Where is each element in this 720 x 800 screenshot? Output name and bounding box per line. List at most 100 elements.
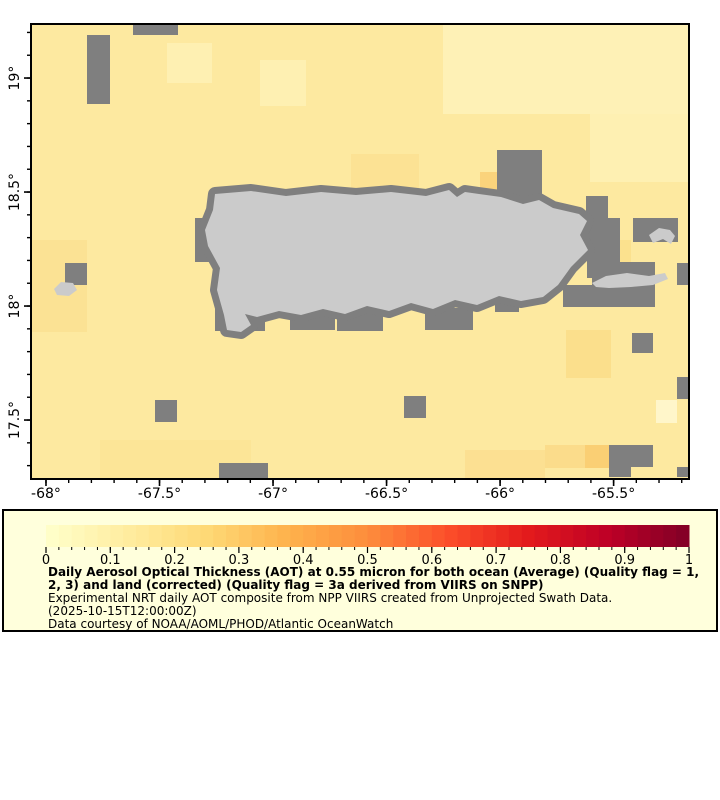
missing-data-cell [609,445,653,467]
colorbar-tick-label: 0 [42,553,50,565]
colorbar-tick-label: 0.1 [100,553,121,565]
colorbar-segment [431,525,446,547]
colorbar-segment [663,525,677,547]
colorbar-segment [251,525,266,547]
missing-data-cell [404,396,426,418]
x-tick-label: -67° [258,486,288,502]
colorbar-segment [611,525,626,547]
caption-line-bold-1: Daily Aerosol Optical Thickness (AOT) at… [48,565,700,579]
colorbar-segment [328,525,343,547]
colorbar-segment [200,525,214,547]
colorbar-tick-label: 0.9 [614,553,635,565]
missing-data-cell [155,400,177,422]
colorbar-segment [496,525,510,547]
colorbar-segment [418,525,433,547]
x-tick-label: -65.5° [592,486,635,502]
y-tick-label: 18° [7,294,23,319]
colorbar-segment [264,525,278,547]
missing-data-cell [133,25,178,35]
caption-line-courtesy: Data courtesy of NOAA/AOML/PHOD/Atlantic… [48,617,394,631]
colorbar-segment [586,525,600,547]
colorbar-segment [483,525,497,547]
colorbar-tick-label: 0.2 [164,553,185,565]
colorbar-segment [148,525,163,547]
aot-cell [590,114,689,182]
colorbar-segment [187,525,201,547]
colorbar-tick-label: 0.5 [357,553,378,565]
colorbar-segment [71,525,86,547]
colorbar-segment [624,525,639,547]
colorbar-segment [303,525,317,547]
colorbar-segment [238,525,253,547]
x-tick-label: -66° [485,486,515,502]
colorbar-segment [110,525,124,547]
colorbar-segment [470,525,484,547]
colorbar-tick-label: 0.4 [293,553,314,565]
colorbar-segment [560,525,574,547]
colorbar-tick-label: 1 [685,553,693,565]
colorbar-segment [123,525,137,547]
y-tick-label: 17.5° [7,401,23,439]
missing-data-cell [563,285,592,307]
colorbar-segment [637,525,651,547]
colorbar-segment [521,525,536,547]
aot-cell [585,445,609,468]
aot-map-plot: -68° -67.5° -67° -66.5° -66° -65.5° 19° 18.5° 18… [7,23,690,502]
map-area [31,24,689,479]
missing-data-cell [677,377,688,399]
missing-data-cell [609,467,631,477]
colorbar-segment [341,525,356,547]
island-culebra [649,228,675,244]
colorbar: 0 0.1 0.2 0.3 0.4 0.5 0.6 0.7 0.8 0.9 1 [42,525,693,565]
colorbar-segment [213,525,227,547]
colorbar-tick-label: 0.6 [421,553,442,565]
x-tick-label: -66.5° [365,486,408,502]
missing-data-cell [65,263,87,285]
aot-cell [465,450,545,479]
colorbar-segment [174,525,188,547]
colorbar-segment [508,525,523,547]
colorbar-segment [444,525,459,547]
colorbar-segment [277,525,291,547]
colorbar-segment [290,525,304,547]
colorbar-segment [598,525,613,547]
x-tick-label: -67.5° [138,486,181,502]
missing-data-cell [677,263,689,285]
colorbar-segment [46,525,60,547]
colorbar-segment [457,525,471,547]
colorbar-segment [226,525,240,547]
colorbar-tick-label: 0.3 [229,553,250,565]
y-tick-label: 19° [7,66,23,91]
colorbar-segment [97,525,111,547]
aot-cell [167,43,212,83]
missing-data-cell [632,333,653,353]
colorbar-segment [58,525,73,547]
y-tick-label: 18.5° [7,173,23,211]
colorbar-segment [367,525,381,547]
colorbar-segment [406,525,420,547]
colorbar-segment [136,525,150,547]
missing-data-cell [219,463,268,479]
legend-panel: 0 0.1 0.2 0.3 0.4 0.5 0.6 0.7 0.8 0.9 1 Daily Aero… [2,509,718,632]
caption-line-bold-2: 2, 3) and land (corrected) (Quality flag… [48,578,544,592]
colorbar-segment [393,525,407,547]
colorbar-segment [573,525,587,547]
colorbar-tick-label: 0.7 [486,553,507,565]
colorbar-segment [161,525,176,547]
colorbar-segment [650,525,664,547]
colorbar-segment [534,525,549,547]
island-mona [54,282,77,296]
colorbar-segment [84,525,98,547]
missing-data-cell [87,35,110,104]
map-frame [30,23,690,480]
colorbar-segment [676,525,690,547]
colorbar-segment [380,525,394,547]
aot-cell [260,60,306,106]
colorbar-tick-label: 0.8 [550,553,571,565]
aot-cell [656,400,677,423]
colorbar-segment [354,525,368,547]
aot-cell [545,445,585,468]
island-vieques [592,273,668,288]
x-tick-label: -68° [31,486,61,502]
aot-cell [566,330,611,378]
